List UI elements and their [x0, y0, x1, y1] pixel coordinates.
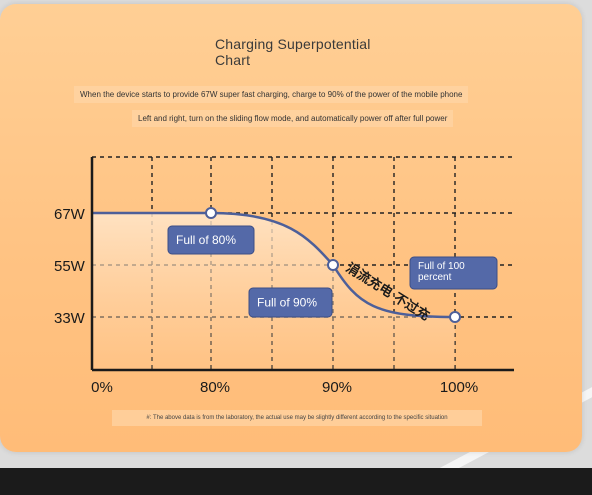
data-point	[327, 259, 339, 271]
annotation-label: Full of 80%	[176, 233, 236, 247]
annotation-label: Full of 90%	[257, 296, 317, 310]
description-1: When the device starts to provide 67W su…	[74, 86, 469, 103]
x-tick-label: 0%	[91, 379, 113, 396]
annotation-line: Full of 90%	[257, 296, 317, 310]
tick-labels: 67W 55W 33W 0% 80% 90% 100%	[54, 206, 478, 396]
annotation-line: Full of 100	[418, 261, 465, 272]
footnote: #: The above data is from the laboratory…	[112, 410, 482, 426]
annotation-line: Full of 80%	[176, 233, 236, 247]
y-tick-label: 55W	[54, 258, 86, 275]
data-point	[205, 207, 217, 219]
annotation-box	[409, 256, 498, 290]
description-2: Left and right, turn on the sliding flow…	[132, 110, 454, 127]
chart-title: Charging Superpotential Chart	[215, 36, 415, 68]
x-tick-label: 80%	[200, 379, 230, 396]
annotation-line: percent	[418, 272, 452, 283]
chart-title-line-2: Chart	[215, 52, 251, 68]
y-tick-label: 67W	[54, 206, 86, 223]
annotation-box	[248, 287, 333, 318]
chart-title-line-1: Charging Superpotential	[215, 36, 371, 52]
data-points	[205, 207, 461, 323]
x-tick-label: 100%	[440, 379, 478, 396]
bottom-dark-band	[0, 468, 592, 495]
x-tick-label: 90%	[322, 379, 352, 396]
axes	[90, 157, 514, 372]
data-point	[449, 311, 461, 323]
y-tick-label: 33W	[54, 310, 86, 327]
annotation-label: Full of 100 percent	[418, 261, 465, 283]
annotation-box	[167, 225, 255, 255]
